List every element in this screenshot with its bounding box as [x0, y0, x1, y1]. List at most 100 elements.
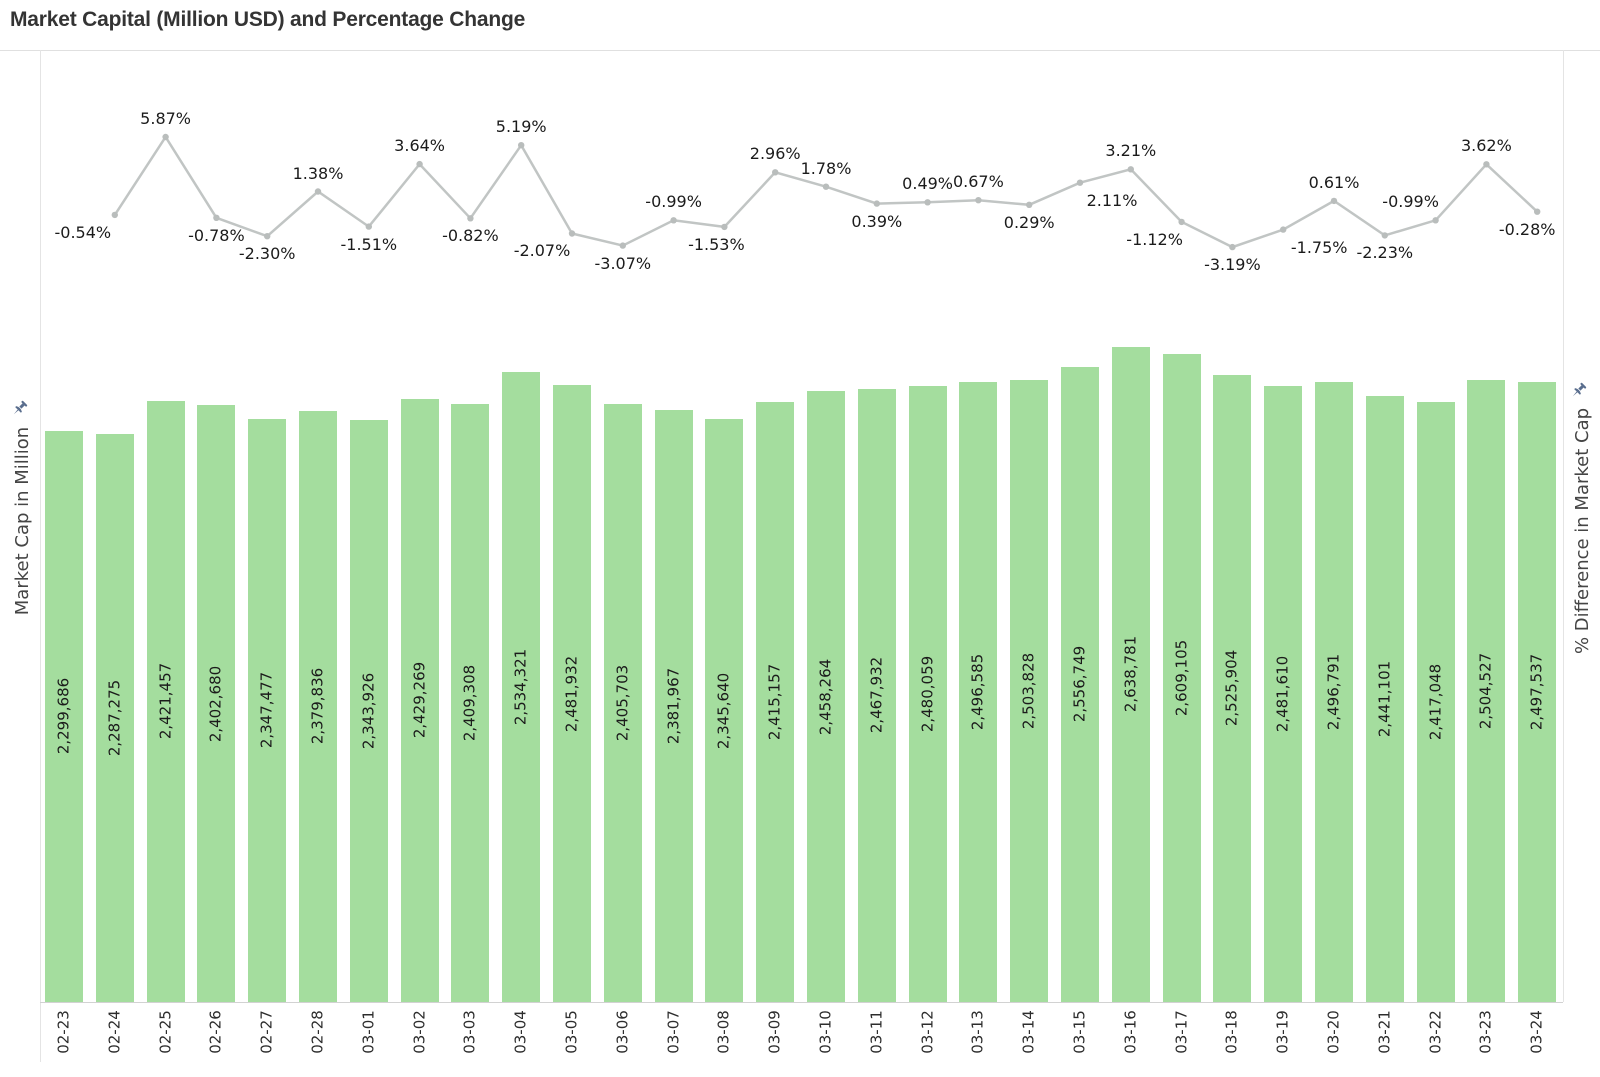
percent-change-label: -0.28% [1498, 219, 1556, 239]
bar-value-label: 2,345,640 [714, 672, 733, 749]
line-point-mark[interactable] [264, 233, 271, 240]
percent-change-label: -2.23% [1356, 243, 1414, 263]
percent-change-label: -0.99% [1382, 192, 1439, 212]
line-point-mark[interactable] [1178, 218, 1185, 226]
percent-change-label: 0.29% [1003, 212, 1055, 232]
bar-value-label: 2,467,932 [867, 657, 886, 734]
bar-mark[interactable] [807, 391, 845, 1002]
line-point-mark[interactable] [162, 133, 169, 141]
line-point-mark[interactable] [822, 183, 830, 190]
line-point-mark[interactable] [467, 215, 474, 222]
bar-mark[interactable] [1010, 380, 1049, 1002]
bar-mark[interactable] [400, 398, 439, 1002]
percent-change-label: -2.07% [513, 241, 571, 261]
line-point-mark[interactable] [1280, 226, 1287, 233]
percent-change-label: 3.21% [1105, 141, 1157, 161]
line-point-mark[interactable] [1076, 179, 1084, 186]
bar-mark[interactable] [502, 372, 541, 1002]
percent-change-label: 2.11% [1086, 190, 1138, 210]
bar-value-label: 2,409,308 [460, 664, 479, 741]
bar-value-label: 2,481,932 [562, 655, 581, 732]
x-axis-tick-label: 02-25 [156, 1010, 175, 1054]
percent-change-label: 0.39% [851, 211, 903, 231]
line-point-mark[interactable] [1432, 217, 1439, 224]
bar-mark[interactable] [857, 388, 896, 1002]
bar-mark[interactable] [1111, 346, 1150, 1002]
percent-change-label: -1.53% [688, 234, 745, 254]
bar-mark[interactable] [553, 385, 591, 1002]
x-axis-tick-label: 02-23 [54, 1010, 73, 1054]
percent-change-label: -0.82% [442, 226, 499, 246]
bar-mark[interactable] [146, 400, 185, 1002]
line-point-mark[interactable] [619, 242, 626, 249]
line-point-mark[interactable] [111, 211, 119, 219]
bar-mark[interactable] [1162, 353, 1201, 1002]
bar-mark[interactable] [95, 433, 134, 1002]
line-point-mark[interactable] [314, 188, 322, 195]
percent-change-label: -1.75% [1290, 237, 1348, 257]
line-point-mark[interactable] [365, 223, 372, 230]
title-divider [0, 50, 1600, 51]
bar-value-label: 2,556,749 [1070, 646, 1089, 723]
pushpin-icon[interactable] [11, 400, 28, 417]
bar-mark[interactable] [45, 430, 83, 1002]
bar-value-label: 2,402,680 [206, 665, 225, 742]
bar-mark[interactable] [1213, 374, 1252, 1002]
bar-mark[interactable] [197, 405, 236, 1002]
bar-mark[interactable] [299, 410, 337, 1002]
line-point-mark[interactable] [416, 160, 423, 168]
line-point-mark[interactable] [975, 197, 982, 204]
bar-value-label: 2,441,101 [1375, 660, 1394, 737]
bar-mark[interactable] [654, 410, 693, 1002]
bar-mark[interactable] [1365, 395, 1404, 1002]
x-axis-tick-label: 03-14 [1019, 1010, 1038, 1054]
line-point-mark[interactable] [518, 142, 525, 149]
bar-mark[interactable] [248, 418, 287, 1002]
bar-mark[interactable] [908, 385, 947, 1002]
bar-mark[interactable] [1315, 381, 1353, 1002]
bar-mark[interactable] [451, 403, 490, 1002]
bar-mark[interactable] [705, 419, 744, 1002]
bar-value-label: 2,415,157 [765, 663, 784, 741]
line-point-mark[interactable] [1127, 166, 1135, 173]
line-point-mark[interactable] [1229, 243, 1236, 251]
line-point-mark[interactable] [721, 223, 728, 231]
line-point-mark[interactable] [568, 230, 576, 237]
line-point-mark[interactable] [873, 200, 880, 207]
bar-value-label: 2,504,527 [1476, 652, 1495, 730]
percent-change-label: 1.38% [292, 163, 344, 183]
bar-mark[interactable] [603, 404, 642, 1002]
percent-change-label: 3.64% [394, 136, 446, 156]
percent-change-label: 5.87% [140, 108, 192, 128]
bar-mark[interactable] [1061, 366, 1099, 1002]
line-point-mark[interactable] [1534, 208, 1541, 215]
bar-mark[interactable] [1264, 385, 1303, 1002]
bar-value-label: 2,503,828 [1019, 652, 1038, 730]
bar-mark[interactable] [1416, 401, 1455, 1002]
bar-mark[interactable] [1518, 381, 1557, 1002]
line-point-mark[interactable] [1483, 161, 1490, 168]
x-axis-tick-label: 03-15 [1070, 1010, 1089, 1054]
bar-mark[interactable] [349, 419, 388, 1002]
percent-change-label: -0.54% [54, 222, 112, 242]
bar-mark[interactable] [1467, 379, 1506, 1002]
bar-mark[interactable] [959, 381, 998, 1002]
x-axis-tick-label: 03-03 [460, 1010, 479, 1054]
line-point-mark[interactable] [1330, 197, 1338, 205]
line-point-mark[interactable] [1026, 201, 1033, 208]
x-axis-tick-label: 03-24 [1527, 1010, 1546, 1054]
line-point-mark[interactable] [924, 199, 931, 206]
x-axis-tick-label: 03-22 [1426, 1010, 1445, 1054]
line-point-mark[interactable] [213, 214, 220, 221]
x-axis-tick-label: 03-17 [1172, 1010, 1191, 1054]
line-point-mark[interactable] [670, 217, 677, 224]
line-point-mark[interactable] [772, 169, 779, 176]
line-point-mark[interactable] [1381, 232, 1389, 239]
percent-change-label: 0.61% [1308, 172, 1360, 192]
bar-mark[interactable] [756, 402, 795, 1002]
pushpin-icon[interactable] [1570, 382, 1587, 399]
bar-value-label: 2,481,610 [1273, 655, 1292, 732]
percent-change-label: -1.51% [340, 234, 398, 254]
right-axis-title: % Difference in Market Cap [1572, 407, 1593, 655]
